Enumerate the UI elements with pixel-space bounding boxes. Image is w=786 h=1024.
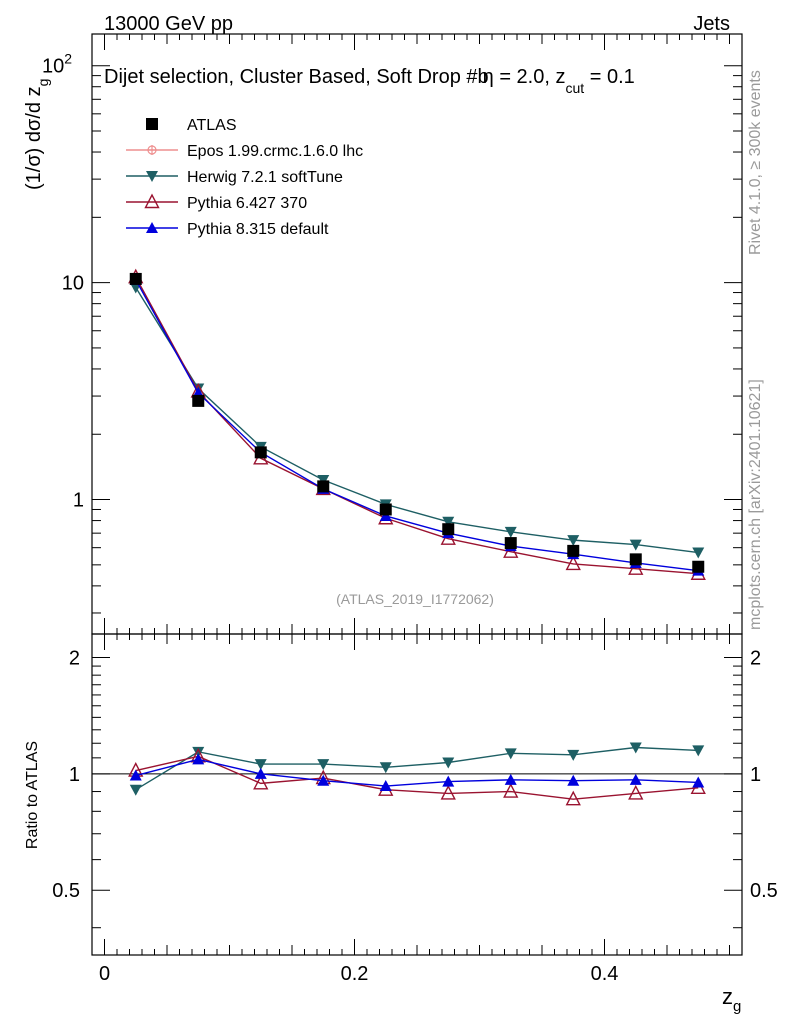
main-marker-pythia6: [565, 555, 581, 571]
main-ytick-label: 10: [62, 273, 84, 295]
ratio-marker-pythia8: [567, 774, 580, 786]
subtitle-sub: cut: [565, 80, 584, 96]
main-ytick-label: 102: [42, 51, 72, 78]
ratio-panel: 0 0.2 0.4 0.5 0.5 1 1 2 2: [52, 633, 778, 985]
ratio-marker-pythia8: [504, 773, 517, 785]
ratio-line-pythia6: [135, 755, 699, 800]
ratio-ylabel: Ratio to ATLAS: [24, 741, 41, 849]
ratio-marker-herwig: [379, 762, 392, 774]
ratio-marker-herwig: [692, 745, 705, 757]
ratio-marker-herwig: [254, 759, 267, 771]
main-marker-atlas: [504, 537, 517, 550]
plot-subtitle: Dijet selection, Cluster Based, Soft Dro…: [104, 66, 635, 96]
ratio-ytick-label-right: 1: [750, 764, 761, 786]
ratio-marker-pythia8: [692, 776, 705, 788]
ratio-marker-pythia8: [442, 775, 455, 787]
legend-marker-atlas: [146, 118, 158, 130]
ratio-marker-pythia6: [565, 790, 581, 806]
legend-label-epos: Epos 1.99.crmc.1.6.0 lhc: [187, 143, 363, 160]
main-marker-atlas: [442, 523, 455, 536]
main-marker-atlas: [692, 560, 705, 573]
ratio-line-herwig: [135, 746, 699, 791]
main-ylabel: (1/σ) dσ/d zg: [23, 79, 51, 190]
main-line-pythia6: [135, 276, 699, 575]
ratio-ytick-label: 0.5: [52, 880, 80, 902]
main-marker-atlas: [129, 272, 142, 285]
main-line-pythia8: [135, 279, 699, 572]
category-label: Jets: [693, 13, 730, 35]
main-marker-atlas: [192, 394, 205, 407]
legend-label-atlas: ATLAS: [187, 117, 237, 134]
legend-label-pythia6: Pythia 6.427 370: [187, 195, 307, 212]
legend-marker-herwig: [146, 171, 158, 182]
main-ytick-exp: 2: [64, 51, 72, 67]
subtitle-main: Dijet selection, Cluster Based, Soft Dro…: [104, 66, 489, 88]
subtitle-end: = 0.1: [584, 66, 635, 88]
ratio-marker-herwig: [129, 784, 142, 796]
legend: ATLAS Epos 1.99.crmc.1.6.0 lhc Herwig 7.2.…: [126, 117, 363, 238]
ratio-marker-pythia8: [192, 753, 205, 765]
ratio-marker-herwig: [567, 749, 580, 761]
ratio-ytick-label: 2: [69, 647, 80, 669]
legend-label-herwig: Herwig 7.2.1 softTune: [187, 169, 343, 186]
main-marker-herwig: [442, 516, 455, 528]
ratio-marker-pythia6: [628, 784, 644, 800]
main-marker-herwig: [567, 535, 580, 547]
ratio-marker-pythia8: [254, 767, 267, 779]
main-marker-atlas: [567, 544, 580, 557]
main-panel: 1 10 102: [42, 33, 743, 635]
main-marker-herwig: [629, 539, 642, 551]
main-marker-atlas: [629, 553, 642, 566]
x-tick-label: 0.2: [341, 963, 369, 985]
subtitle-tail: η = 2.0, z: [483, 66, 566, 88]
x-axis-label-sub: g: [733, 998, 741, 1015]
main-marker-atlas: [317, 480, 330, 493]
main-marker-herwig: [692, 547, 705, 559]
ratio-ytick-label: 1: [69, 764, 80, 786]
ratio-frame: [91, 633, 743, 956]
ratio-marker-pythia8: [129, 769, 142, 781]
ratio-ytick-label-right: 2: [750, 647, 761, 669]
mcplots-label: mcplots.cern.ch [arXiv:2401.10621]: [747, 379, 764, 630]
ratio-marker-herwig: [629, 742, 642, 754]
x-tick-label: 0.4: [591, 963, 619, 985]
main-ylabel-sub: g: [35, 79, 51, 87]
ratio-ytick-label-right: 0.5: [750, 880, 778, 902]
ratio-marker-herwig: [504, 748, 517, 760]
ratio-marker-pythia6: [503, 783, 519, 798]
rivet-label: Rivet 4.1.0, ≥ 300k events: [747, 70, 764, 255]
ratio-line-pythia8: [135, 758, 699, 787]
main-ylabel-text: (1/σ) dσ/d z: [23, 86, 45, 190]
x-axis-label: zg: [722, 984, 741, 1015]
main-line-herwig: [135, 287, 699, 554]
ratio-marker-pythia6: [440, 784, 456, 800]
main-marker-atlas: [379, 503, 392, 516]
analysis-id: (ATLAS_2019_I1772062): [336, 591, 494, 607]
legend-label-pythia8: Pythia 8.315 default: [187, 221, 329, 238]
ratio-marker-pythia6: [253, 774, 269, 790]
legend-marker-pythia8: [146, 222, 158, 233]
x-tick-label: 0: [99, 963, 110, 985]
ratio-marker-herwig: [442, 757, 455, 769]
main-marker-atlas: [254, 446, 267, 459]
x-axis-label-text: z: [722, 984, 733, 1009]
main-marker-herwig: [504, 526, 517, 538]
ratio-marker-herwig: [192, 746, 205, 758]
main-ytick-label: 1: [73, 490, 84, 512]
ratio-marker-pythia8: [629, 773, 642, 785]
ratio-marker-pythia8: [379, 780, 392, 792]
ratio-marker-pythia8: [317, 774, 330, 786]
legend-marker-pythia6: [144, 193, 160, 209]
ratio-marker-herwig: [317, 759, 330, 771]
collision-label: 13000 GeV pp: [104, 13, 233, 35]
